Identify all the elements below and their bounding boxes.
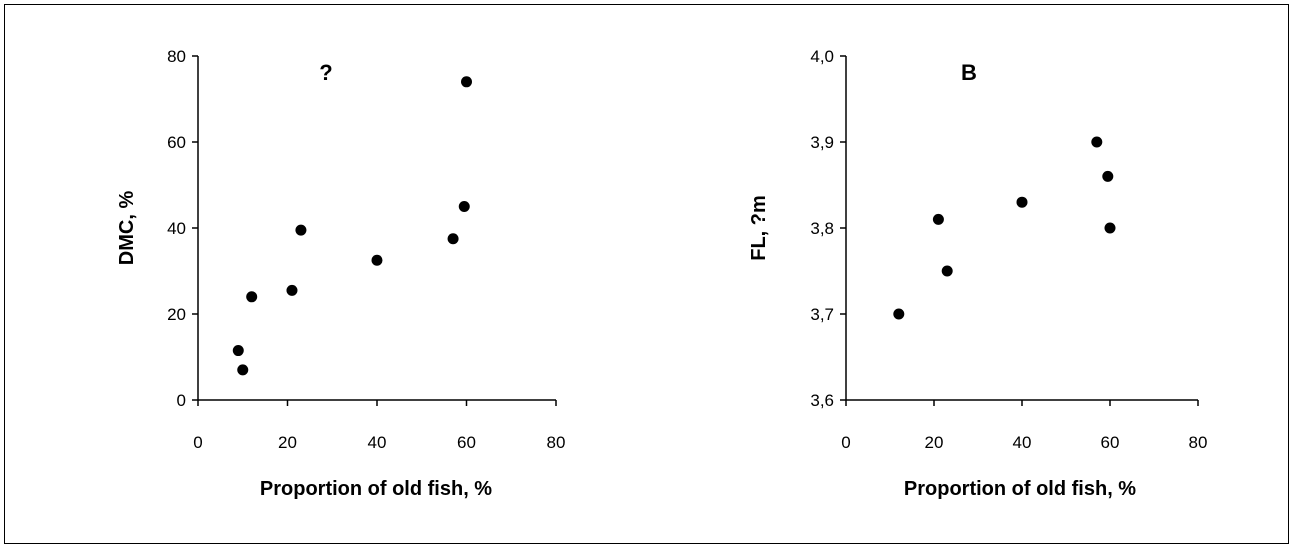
data-point-a: [232, 345, 244, 357]
panel-label-b: B: [961, 60, 977, 85]
y-tick-label-b: 3,7: [810, 305, 834, 324]
data-point-a: [295, 224, 307, 236]
y-tick-label-a: 80: [167, 47, 186, 66]
y-tick-label-a: 40: [167, 219, 186, 238]
data-point-a: [458, 201, 470, 212]
x-tick-label-a: 20: [278, 433, 297, 452]
y-axis-title-a: DMC, %: [116, 191, 138, 266]
x-tick-label-a: 60: [457, 433, 476, 452]
x-axis-title-b: Proportion of old fish, %: [904, 478, 1136, 500]
x-tick-label-a: 40: [368, 433, 387, 452]
scatter-panel-b: B Proportion of old fish, % FL, ?m 3,6 3,…: [748, 47, 1207, 500]
data-point-b: [1102, 170, 1114, 182]
data-point-a: [447, 233, 459, 245]
data-point-b: [1104, 222, 1116, 234]
data-point-b: [1091, 136, 1103, 148]
x-tick-label-b: 0: [841, 433, 850, 452]
x-axis-title-a: Proportion of old fish, %: [260, 478, 492, 500]
data-point-a: [246, 291, 258, 303]
data-point-b: [1016, 196, 1028, 208]
y-tick-label-b: 3,8: [810, 219, 834, 238]
y-tick-label-b: 3,6: [810, 391, 834, 410]
y-tick-label-b: 3,9: [810, 133, 834, 152]
scatter-panel-a: ? Proportion of old fish, % DMC, % 0 20 40…: [116, 47, 565, 500]
y-tick-label-b: 4,0: [810, 47, 834, 66]
panel-label-a: ?: [319, 60, 332, 85]
y-tick-label-a: 0: [177, 391, 186, 410]
y-tick-label-a: 60: [167, 133, 186, 152]
data-point-b: [941, 265, 953, 277]
x-tick-label-b: 60: [1101, 433, 1120, 452]
x-tick-label-b: 40: [1013, 433, 1032, 452]
y-tick-label-a: 20: [167, 305, 186, 324]
data-point-a: [371, 254, 383, 266]
figure-frame: [4, 4, 1289, 544]
x-tick-label-a: 0: [193, 433, 202, 452]
x-tick-label-b: 80: [1189, 433, 1208, 452]
data-point-b: [932, 213, 944, 225]
x-tick-label-b: 20: [925, 433, 944, 452]
data-point-a: [237, 364, 249, 376]
data-point-b: [893, 308, 905, 320]
y-axis-title-b: FL, ?m: [748, 195, 770, 261]
data-point-a: [286, 284, 298, 296]
data-point-a: [461, 76, 472, 88]
x-tick-label-a: 80: [547, 433, 566, 452]
